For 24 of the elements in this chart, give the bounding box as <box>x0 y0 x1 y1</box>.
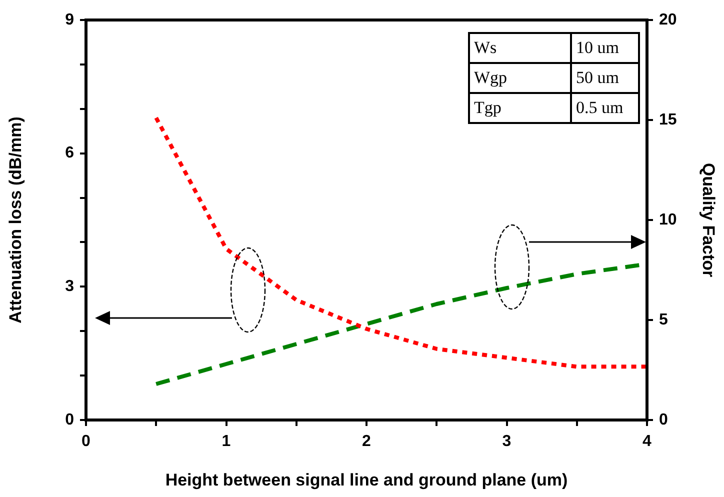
x-tick-label: 0 <box>82 433 91 450</box>
y2-tick-label: 10 <box>659 211 677 228</box>
x-tick-label: 3 <box>502 433 512 450</box>
y-tick-label: 9 <box>65 11 74 28</box>
x-axis-title: Height between signal line and ground plane (um) <box>165 470 568 490</box>
x-tick-label: 1 <box>222 433 231 450</box>
y2-tick-label: 0 <box>659 411 668 428</box>
x-tick-label: 4 <box>642 433 652 450</box>
y2-tick-label: 5 <box>659 311 668 328</box>
annotation: Wgp <box>469 63 571 93</box>
y-tick-label: 0 <box>65 411 74 428</box>
y-tick-label: 3 <box>65 278 74 296</box>
annotation: Ws <box>469 33 571 63</box>
y2-tick-label: 20 <box>659 11 677 28</box>
annotation: 50 um <box>571 63 639 93</box>
line-series <box>154 116 647 369</box>
y-axis-title: Attenuation loss (dB/mm) <box>6 116 25 324</box>
y-tick-label: 6 <box>65 144 74 162</box>
annotation: 10 um <box>571 33 639 63</box>
annotation: 0.5 um <box>571 93 639 123</box>
y2-tick-label: 15 <box>659 111 677 128</box>
annotation: Tgp <box>469 93 571 123</box>
y2-axis-title: Quality Factor <box>699 162 718 278</box>
x-tick-label: 2 <box>362 433 372 450</box>
